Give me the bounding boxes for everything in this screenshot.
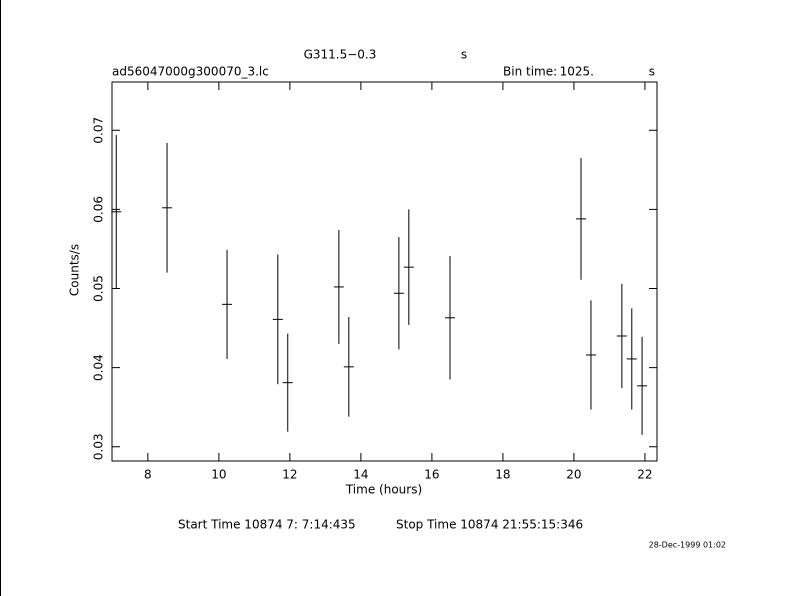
bin-label: Bin time: (503, 65, 557, 79)
y-tick-label: 0.03 (92, 433, 106, 460)
y-tick-label: 0.04 (92, 354, 106, 381)
x-tick-label: 14 (353, 468, 368, 482)
x-tick-label: 16 (424, 468, 439, 482)
date-stamp: 28-Dec-1999 01:02 (649, 541, 726, 550)
y-tick-label: 0.06 (92, 196, 106, 223)
chart-title: G311.5−0.3 (304, 48, 377, 62)
x-tick-label: 10 (211, 468, 226, 482)
y-axis-label: Counts/s (68, 244, 82, 296)
plot-frame (111, 81, 658, 462)
x-axis-label: Time (hours) (345, 483, 422, 497)
y-tick-label: 0.07 (92, 117, 106, 144)
x-tick-label: 18 (495, 468, 510, 482)
x-tick-label: 12 (282, 468, 297, 482)
stop-time: Stop Time 10874 21:55:15:346 (396, 518, 583, 532)
x-tick-label: 20 (566, 468, 581, 482)
file-name: ad56047000g300070_3.lc (112, 65, 269, 79)
x-tick-label: 22 (637, 468, 652, 482)
y-tick-label: 0.05 (92, 275, 106, 302)
title-unit: s (461, 48, 467, 62)
x-tick-label: 8 (144, 468, 152, 482)
bin-value: 1025. (560, 65, 594, 79)
start-time: Start Time 10874 7: 7:14:435 (178, 518, 356, 532)
bin-unit: s (649, 65, 655, 79)
